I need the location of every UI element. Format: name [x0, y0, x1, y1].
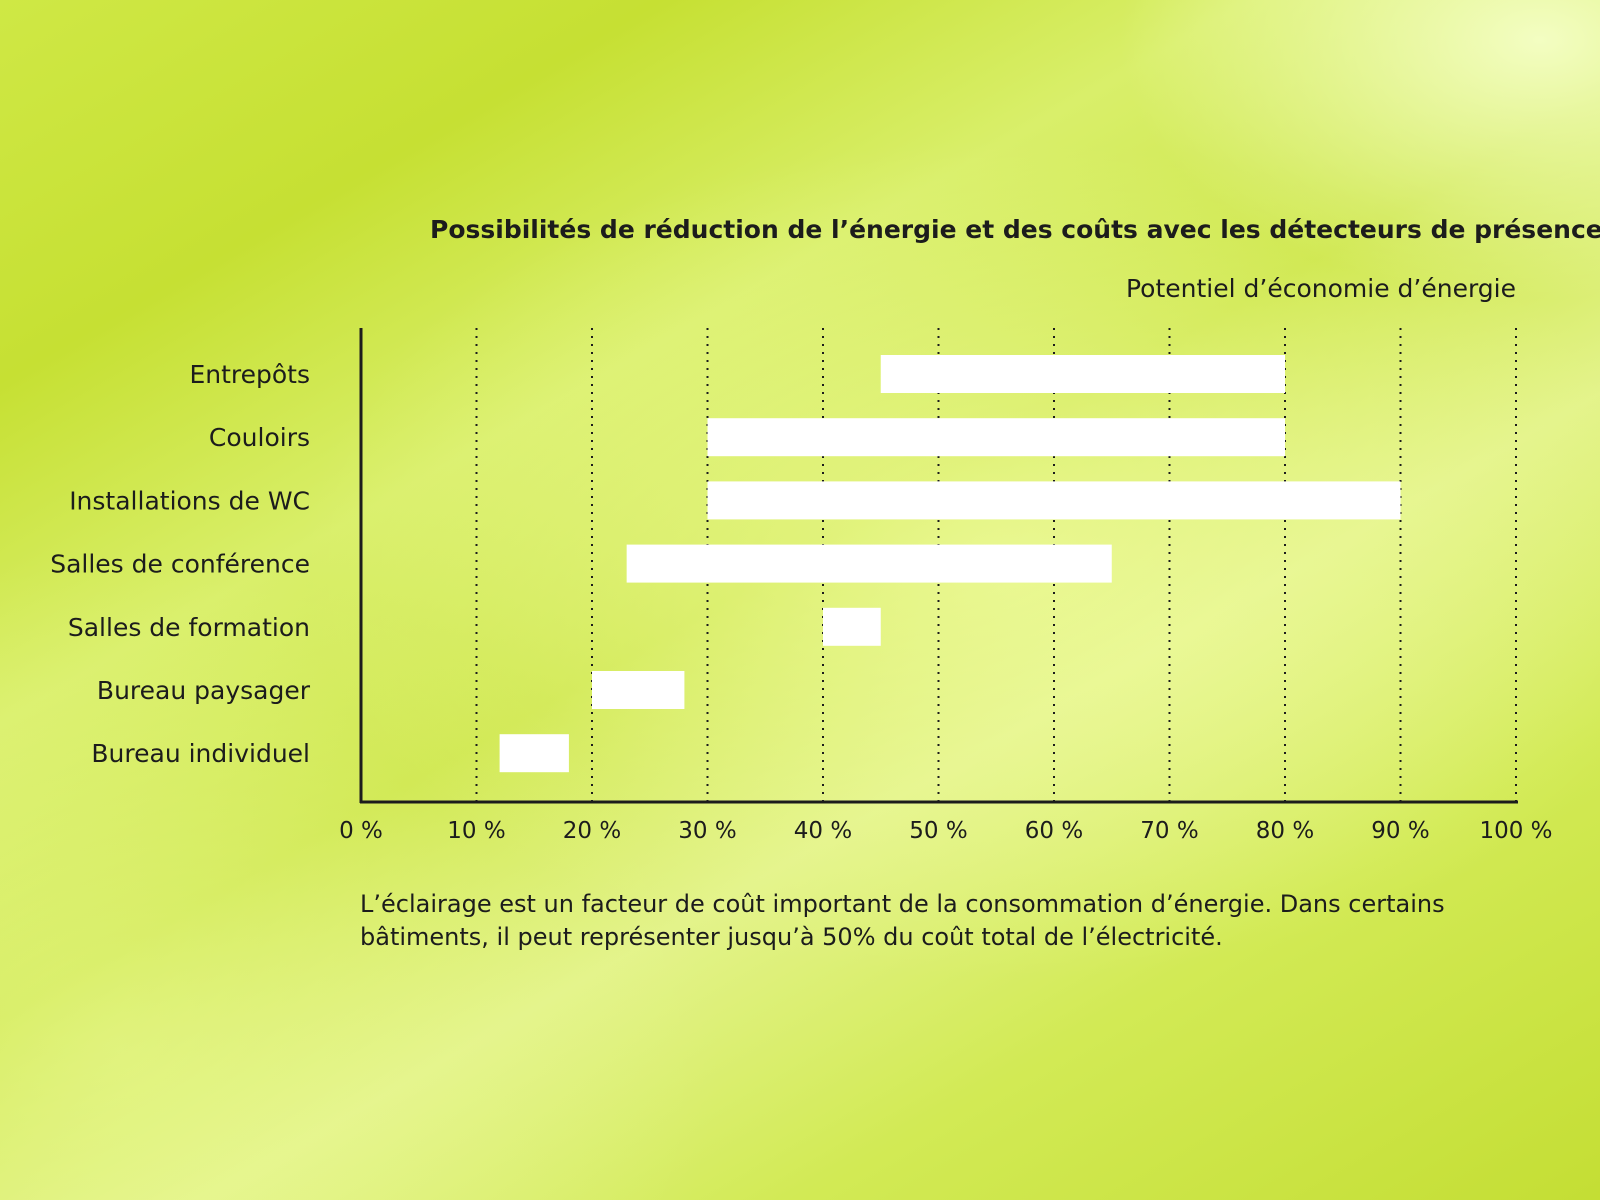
x-tick-label: 60 %: [1025, 818, 1083, 844]
x-tick-label: 50 %: [909, 818, 967, 844]
bar: [707, 481, 1401, 520]
x-tick-label: 80 %: [1256, 818, 1314, 844]
bar: [880, 355, 1285, 393]
x-tick-label: 100 %: [1479, 818, 1552, 844]
category-labels: Entrepôts Couloirs Installations de WC Sall…: [50, 360, 310, 768]
x-tick-label: 90 %: [1371, 818, 1429, 844]
bar: [707, 418, 1285, 457]
bar: [499, 734, 569, 773]
x-tick-label: 70 %: [1140, 818, 1198, 844]
category-label: Salles de conférence: [50, 550, 310, 579]
x-tick-label: 40 %: [794, 818, 852, 844]
category-label: Entrepôts: [189, 360, 310, 389]
x-tick-label: 20 %: [563, 818, 621, 844]
category-label: Salles de formation: [68, 613, 310, 642]
category-label: Couloirs: [209, 423, 310, 452]
category-label: Installations de WC: [69, 486, 310, 515]
category-label: Bureau paysager: [97, 676, 311, 705]
x-tick-label: 0 %: [339, 818, 383, 844]
footnote: L’éclairage est un facteur de coût impor…: [360, 890, 1445, 951]
bar: [592, 671, 685, 709]
x-tick-labels: 0 % 10 % 20 % 30 % 40 % 50 % 60 % 70 % 80 % 90 % 1…: [339, 818, 1552, 844]
x-tick-label: 30 %: [678, 818, 736, 844]
x-tick-label: 10 %: [447, 818, 505, 844]
bars: [499, 355, 1401, 773]
chart-title: Possibilités de réduction de l’énergie e…: [430, 215, 1600, 244]
category-label: Bureau individuel: [91, 739, 310, 768]
bar: [823, 607, 881, 646]
chart-subtitle: Potentiel d’économie d’énergie: [1126, 274, 1516, 303]
bar: [626, 544, 1112, 583]
